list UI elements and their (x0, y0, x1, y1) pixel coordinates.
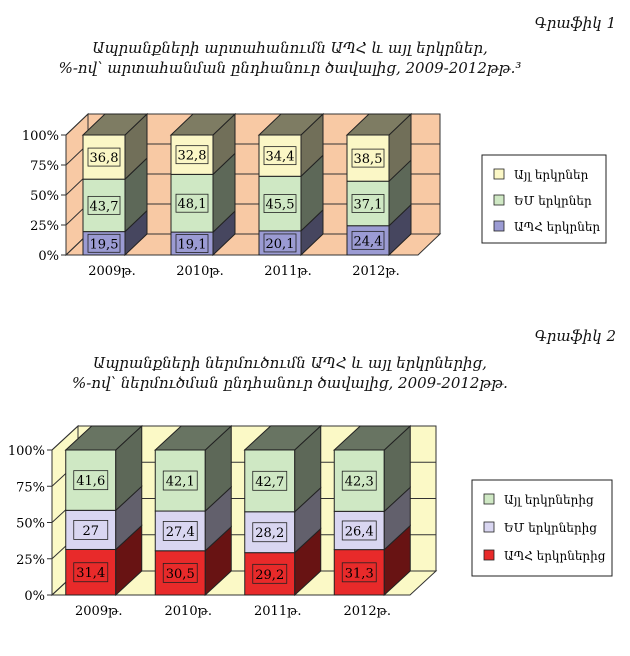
chart-1-data-label-box (351, 148, 385, 168)
chart-1-bar-top (81, 113, 149, 136)
chart-2-category-label: 2009թ. (75, 604, 123, 619)
chart-1-data-label: 37,1 (354, 197, 383, 212)
chart-1-category-label: 2012թ. (352, 264, 400, 279)
chart-2-data-label-box (162, 562, 198, 583)
chart-2: 0% 25% 50% 75% 100% 31,4 27 41,6 2009թ. 30,5 27,4 4… (8, 424, 613, 619)
chart-2-data-label-box (252, 563, 288, 584)
chart-2-legend-entry: ԱՊՀ երկրներից (504, 549, 606, 563)
chart-1-data-label: 20,1 (266, 237, 295, 252)
chart-1: 0% 25% 50% 75% 100% 19,5 43,7 36,8 2009թ. 19,1 48,… (22, 112, 607, 279)
chart-1-bar-top (169, 113, 237, 136)
chart-2-legend-entry: Այլ երկրներից (504, 493, 594, 507)
chart-1-data-label: 19,1 (178, 238, 207, 253)
chart-2-data-label-box (341, 470, 377, 491)
chart-2-data-label-box (73, 562, 109, 583)
chart-title-2-line-2: %-ով՝ ներմուծման ընդհանուր ծավալից, 2009… (72, 374, 508, 392)
chart-1-data-label: 43,7 (90, 199, 119, 214)
chart-2-data-label-box (73, 519, 109, 540)
chart-2-ytick-label: 50% (16, 517, 45, 532)
chart-1-data-label-box (263, 233, 297, 253)
chart-2-data-label-box (252, 522, 288, 543)
chart-title-1-line-1: Ապրանքների արտահանումն ԱՊՀ և այլ երկրներ… (92, 39, 488, 57)
chart-2-category-label: 2012թ. (344, 604, 392, 619)
chart-2-data-label-box (162, 521, 198, 541)
chart-1-data-label: 38,5 (354, 152, 383, 167)
chart-2-bar-top (153, 425, 233, 451)
chart-1-data-label-box (175, 193, 209, 213)
chart-title-1: Ապրանքների արտահանումն ԱՊՀ և այլ երկրներ… (40, 38, 540, 78)
chart-1-ytick-label: 75% (30, 159, 59, 174)
chart-2-data-label: 31,3 (345, 566, 374, 581)
chart-1-ytick-label: 100% (22, 129, 59, 144)
chart-2-data-label-box (341, 562, 377, 583)
chart-1-data-label-box (263, 194, 297, 213)
chart-2-bar-top (332, 425, 412, 451)
chart-1-data-label-box (175, 145, 209, 165)
figure-label-1: Գրաֆիկ 1 (534, 14, 616, 32)
chart-2-ytick-label: 0% (24, 589, 45, 604)
chart-2-data-label: 31,4 (76, 566, 105, 581)
chart-2-data-label: 29,2 (255, 568, 284, 583)
chart-2-bar-top (243, 425, 323, 451)
chart-2-data-label: 41,6 (76, 474, 105, 489)
chart-1-category-label: 2009թ. (88, 264, 136, 279)
chart-2-ytick-label: 100% (8, 444, 45, 459)
chart-2-data-label: 28,2 (255, 526, 284, 541)
chart-1-data-label-box (175, 234, 209, 253)
chart-2-category-label: 2010թ. (165, 604, 213, 619)
chart-1-data-label-box (351, 230, 385, 250)
chart-1-legend-entry: Այլ երկրներ (514, 168, 589, 182)
chart-1-data-label: 45,5 (266, 198, 295, 213)
chart-2-data-label-box (252, 470, 288, 491)
chart-title-1-line-2: %-ով՝ արտահանման ընդհանուր ծավալից, 2009… (58, 59, 522, 77)
chart-2-data-label: 26,4 (345, 524, 374, 539)
chart-2-ytick-label: 25% (16, 553, 45, 568)
chart-1-ytick-label: 50% (30, 189, 59, 204)
chart-1-data-label: 32,8 (178, 149, 207, 164)
chart-2-data-label: 27 (82, 524, 99, 539)
chart-2-data-label: 42,7 (255, 475, 284, 490)
chart-1-data-label: 48,1 (178, 197, 207, 212)
chart-title-2-line-1: Ապրանքների ներմուծումն ԱՊՀ և այլ երկրներ… (93, 354, 487, 372)
chart-2-data-label: 27,4 (166, 525, 195, 540)
chart-1-data-label-box (87, 147, 121, 167)
chart-2-ytick-label: 75% (16, 480, 45, 495)
chart-2-data-label-box (73, 470, 109, 491)
chart-1-bar-top (345, 113, 413, 136)
chart-2-bar-top (64, 425, 144, 451)
chart-1-legend-swatch (493, 194, 505, 206)
chart-2-data-label-box (162, 470, 198, 491)
chart-1-data-label: 24,4 (354, 234, 383, 249)
chart-2-data-label: 42,3 (345, 475, 374, 490)
chart-1-legend-entry: ԵՄ երկրներ (514, 194, 592, 208)
chart-title-2: Ապրանքների ներմուծումն ԱՊՀ և այլ երկրներ… (40, 353, 540, 393)
chart-1-legend-swatch (493, 168, 505, 180)
chart-1-ytick-label: 0% (38, 249, 59, 264)
chart-1-category-label: 2010թ. (176, 264, 224, 279)
chart-1-data-label-box (87, 233, 121, 253)
chart-1-data-label: 19,5 (90, 237, 119, 252)
chart-1-data-label: 34,4 (266, 150, 295, 165)
chart-2-data-label: 30,5 (166, 567, 195, 582)
chart-1-category-label: 2011թ. (264, 264, 312, 279)
chart-2-legend-swatch (483, 549, 495, 561)
figure-label-2: Գրաֆիկ 2 (534, 327, 616, 345)
chart-1-data-label-box (87, 195, 121, 215)
chart-1-data-label: 36,8 (90, 151, 119, 166)
chart-2-legend-swatch (483, 521, 495, 533)
chart-2-legend (471, 479, 613, 577)
chart-2-data-label: 42,1 (166, 475, 195, 490)
chart-2-legend-entry: ԵՄ երկրներից (504, 521, 597, 535)
chart-1-bar-top (257, 113, 325, 136)
chart-2-legend-swatch (483, 493, 495, 505)
chart-2-data-label-box (341, 520, 377, 541)
chart-1-legend-swatch (493, 220, 505, 232)
chart-1-data-label-box (263, 146, 297, 166)
chart-2-category-label: 2011թ. (254, 604, 302, 619)
chart-1-data-label-box (351, 194, 385, 213)
chart-1-ytick-label: 25% (30, 219, 59, 234)
chart-1-legend-entry: ԱՊՀ երկրներ (514, 220, 600, 234)
